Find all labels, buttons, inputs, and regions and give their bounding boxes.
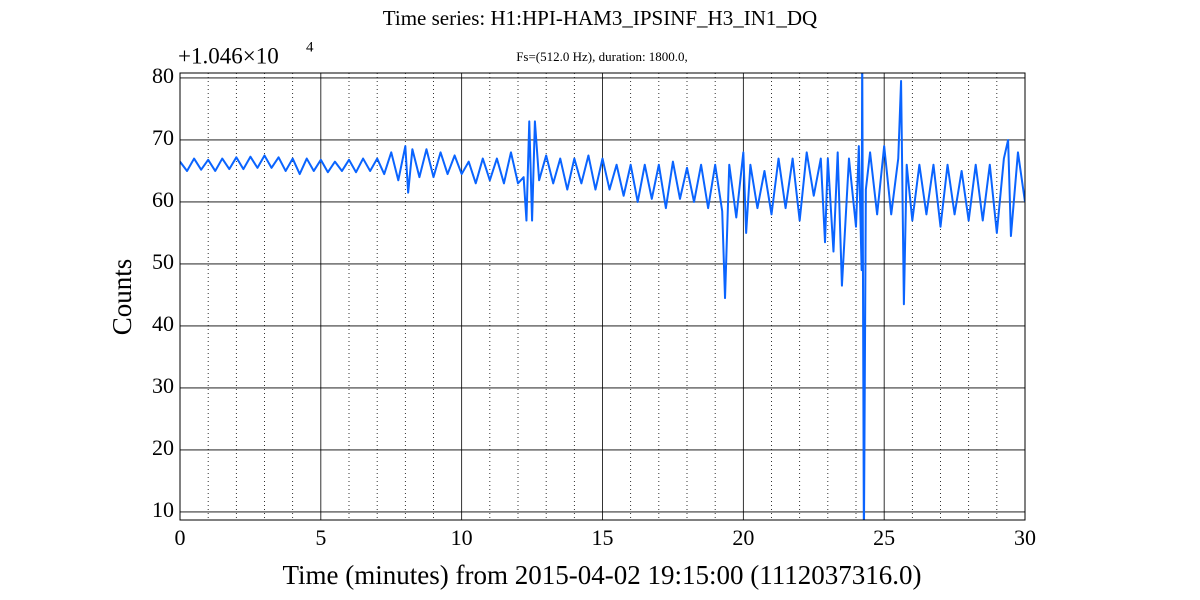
offset-exponent: 4: [306, 39, 314, 55]
x-tick-label: 0: [175, 525, 186, 550]
y-tick-label: 10: [152, 497, 174, 522]
plot-frame: [179, 72, 1026, 521]
x-tick-label: 25: [873, 525, 895, 550]
plot-area: [180, 73, 1025, 520]
grid: [179, 73, 1026, 520]
x-tick-label: 15: [592, 525, 614, 550]
x-tick-label: 20: [732, 525, 754, 550]
x-tick-label: 5: [315, 525, 326, 550]
y-tick-label: 60: [152, 187, 174, 212]
x-tick-label: 10: [451, 525, 473, 550]
ticks: 10 20 30 40 50 60 70 80 0 5 10 15 20 25 30: [152, 63, 1036, 550]
chart-title: Time series: H1:HPI-HAM3_IPSINF_H3_IN1_D…: [383, 6, 817, 30]
series-line: [180, 73, 1025, 520]
y-tick-label: 20: [152, 435, 174, 460]
x-axis-label: Time (minutes) from 2015-04-02 19:15:00 …: [283, 560, 922, 590]
y-tick-label: 40: [152, 311, 174, 336]
x-tick-label: 30: [1014, 525, 1036, 550]
y-tick-label: 50: [152, 249, 174, 274]
y-tick-label: 80: [152, 63, 174, 88]
chart-subtitle: Fs=(512.0 Hz), duration: 1800.0,: [516, 49, 688, 64]
offset-text: +1.046×10: [178, 43, 279, 68]
y-tick-label: 70: [152, 125, 174, 150]
y-axis-label: Counts: [107, 259, 137, 336]
y-tick-label: 30: [152, 373, 174, 398]
